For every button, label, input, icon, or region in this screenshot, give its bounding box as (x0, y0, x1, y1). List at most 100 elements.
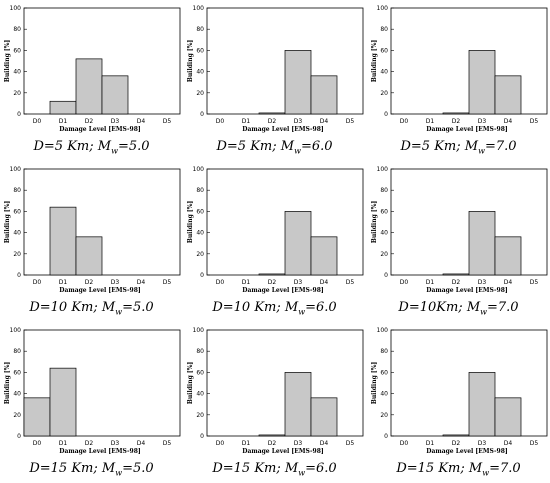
y-tick-label: 0 (384, 433, 388, 440)
y-tick-label: 80 (13, 187, 21, 194)
chart-panel: 0 20 40 60 80 100 D0 D1 D2 D3 D4 D5 Damage Level [EM… (0, 0, 183, 161)
x-tick-label: D3 (111, 279, 120, 286)
x-axis-label: Damage Level [EMS-98] (242, 126, 324, 133)
x-tick-label: D0 (33, 118, 42, 125)
panel-caption: D=15 Km; Mw=7.0 (367, 461, 550, 478)
panel-caption: D=10 Km; Mw=6.0 (183, 300, 366, 317)
y-tick-label: 20 (196, 412, 204, 419)
bar-d2 (442, 112, 470, 115)
y-tick-label: 40 (380, 69, 388, 76)
y-tick-label: 80 (196, 348, 204, 355)
y-tick-label: 60 (196, 369, 204, 376)
caption-subscript: w (298, 307, 306, 317)
x-tick-label: D2 (85, 440, 94, 447)
x-tick-label: D3 (478, 279, 487, 286)
y-tick-label: 40 (196, 230, 204, 237)
caption-distance: D=5 Km; M (400, 139, 479, 154)
x-tick-label: D3 (478, 118, 487, 125)
y-tick-label: 80 (380, 187, 388, 194)
y-tick-label: 0 (17, 111, 21, 118)
bar-d2 (442, 273, 470, 276)
y-tick-label: 40 (380, 391, 388, 398)
y-tick-label: 60 (380, 208, 388, 215)
bar-d4 (494, 75, 522, 115)
chart-panel: 0 20 40 60 80 100 D0 D1 D2 D3 D4 D5 Damage Level [EM… (0, 322, 183, 483)
x-tick-label: D3 (294, 440, 303, 447)
y-tick-label: 100 (377, 166, 389, 173)
y-tick-label: 60 (380, 47, 388, 54)
bar-d4 (494, 397, 522, 437)
x-tick-label: D4 (320, 118, 329, 125)
x-tick-label: D1 (242, 118, 251, 125)
x-axis-label: Damage Level [EMS-98] (426, 126, 508, 133)
x-tick-label: D1 (242, 440, 251, 447)
y-tick-label: 0 (200, 111, 204, 118)
x-tick-label: D4 (504, 440, 513, 447)
y-tick-label: 60 (13, 369, 21, 376)
caption-distance: D=10Km; M (398, 300, 481, 315)
y-tick-label: 20 (196, 251, 204, 258)
x-axis-label: Damage Level [EMS-98] (242, 287, 324, 294)
caption-subscript: w (298, 468, 306, 478)
x-tick-label: D4 (320, 279, 329, 286)
bar-chart: 0 20 40 60 80 100 D0 D1 D2 D3 D4 D5 Damage Level [EM… (187, 327, 364, 455)
caption-magnitude: =7.0 (484, 139, 517, 154)
y-tick-label: 20 (13, 251, 21, 258)
x-axis-label: Damage Level [EMS-98] (426, 287, 508, 294)
x-tick-label: D1 (59, 118, 68, 125)
bar-d2 (258, 434, 286, 437)
bar-d2 (258, 112, 286, 115)
bar-d3 (101, 75, 129, 115)
caption-distance: D=15 Km; M (29, 461, 116, 476)
caption-subscript: w (478, 146, 485, 156)
bar-d0 (23, 397, 51, 437)
x-tick-label: D5 (346, 440, 355, 447)
x-axis-label: Damage Level [EMS-98] (59, 126, 141, 133)
x-tick-label: D3 (294, 118, 303, 125)
x-tick-label: D0 (216, 279, 225, 286)
y-tick-label: 0 (17, 272, 21, 279)
x-tick-label: D2 (452, 440, 461, 447)
y-tick-label: 100 (377, 327, 389, 334)
bar-chart: 0 20 40 60 80 100 D0 D1 D2 D3 D4 D5 Damage Level [EM… (187, 5, 364, 133)
panel-caption: D=5 Km; Mw=7.0 (367, 139, 550, 156)
caption-subscript: w (115, 468, 123, 478)
x-tick-label: D2 (268, 118, 277, 125)
x-tick-label: D2 (452, 118, 461, 125)
y-tick-label: 60 (13, 208, 21, 215)
x-tick-label: D5 (163, 118, 172, 125)
caption-magnitude: =5.0 (122, 461, 154, 476)
y-tick-label: 20 (13, 412, 21, 419)
bar-chart: 0 20 40 60 80 100 D0 D1 D2 D3 D4 D5 Damage Level [EM… (187, 166, 364, 294)
x-tick-label: D2 (452, 279, 461, 286)
y-tick-label: 0 (384, 272, 388, 279)
x-tick-label: D0 (216, 440, 225, 447)
x-axis-label: Damage Level [EMS-98] (59, 287, 141, 294)
y-tick-label: 100 (10, 5, 22, 12)
y-tick-label: 0 (384, 111, 388, 118)
y-tick-label: 80 (13, 348, 21, 355)
panel-caption: D=15 Km; Mw=5.0 (0, 461, 183, 478)
x-tick-label: D5 (346, 279, 355, 286)
y-tick-label: 20 (196, 90, 204, 97)
x-tick-label: D4 (137, 118, 146, 125)
y-axis-label: Building [%] (187, 40, 194, 83)
y-tick-label: 100 (193, 5, 205, 12)
y-tick-label: 40 (13, 230, 21, 237)
chart-panel: 0 20 40 60 80 100 D0 D1 D2 D3 D4 D5 Damage Level [EM… (367, 161, 550, 322)
x-tick-label: D5 (530, 279, 539, 286)
x-tick-label: D2 (85, 118, 94, 125)
y-tick-label: 40 (13, 391, 21, 398)
y-tick-label: 100 (377, 5, 389, 12)
bar-d3 (284, 50, 312, 115)
y-axis-label: Building [%] (4, 201, 11, 244)
y-axis-label: Building [%] (187, 201, 194, 244)
x-tick-label: D1 (242, 279, 251, 286)
y-tick-label: 80 (196, 187, 204, 194)
x-tick-label: D4 (137, 440, 146, 447)
panel-caption: D=5 Km; Mw=6.0 (183, 139, 366, 156)
panel-caption: D=10 Km; Mw=5.0 (0, 300, 183, 317)
caption-distance: D=15 Km; M (212, 461, 299, 476)
x-tick-label: D4 (504, 118, 513, 125)
